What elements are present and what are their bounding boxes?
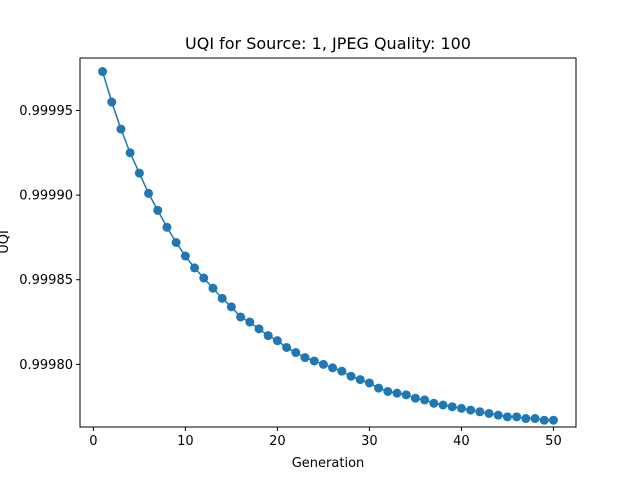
y-axis-label: UQI	[0, 230, 12, 254]
data-point	[475, 407, 485, 417]
x-axis: 0 10 20 30 40 50	[89, 427, 562, 449]
data-point	[144, 188, 154, 198]
data-point	[456, 403, 466, 413]
data-point	[107, 97, 117, 107]
x-tick-label: 40	[453, 434, 470, 449]
y-axis: 0.99980 0.99985 0.99990 0.99995	[19, 104, 80, 373]
y-tick-label: 0.99990	[19, 189, 73, 204]
data-point	[153, 205, 163, 215]
data-point	[364, 378, 374, 388]
data-point	[318, 359, 328, 369]
data-point	[512, 412, 522, 422]
data-point	[134, 168, 144, 178]
x-tick-label: 0	[89, 434, 97, 449]
data-point	[401, 390, 411, 400]
data-point	[521, 414, 531, 424]
data-point	[236, 312, 246, 322]
data-point	[493, 410, 503, 420]
data-point	[171, 238, 181, 247]
data-point	[502, 412, 512, 422]
data-point	[466, 405, 476, 415]
data-point	[162, 222, 172, 232]
data-point	[392, 388, 402, 398]
data-point	[328, 363, 338, 373]
data-point	[548, 415, 558, 425]
data-point	[383, 386, 393, 396]
data-point	[180, 251, 190, 261]
plot-area	[98, 67, 558, 425]
data-point	[300, 353, 310, 363]
data-point	[272, 336, 282, 346]
data-point	[337, 366, 347, 376]
x-tick-label: 10	[177, 434, 194, 449]
data-point	[410, 393, 420, 403]
x-tick-label: 50	[545, 434, 562, 449]
data-point	[291, 348, 301, 358]
y-tick-label: 0.99980	[19, 358, 73, 373]
data-point	[447, 402, 457, 412]
data-point	[346, 371, 356, 381]
y-tick-label: 0.99995	[19, 104, 73, 119]
data-point	[199, 273, 209, 283]
series-line-0	[101, 71, 554, 421]
data-point	[420, 395, 430, 405]
axes-frame	[79, 57, 577, 428]
data-point	[245, 317, 255, 327]
data-point	[429, 398, 439, 408]
data-point	[530, 414, 540, 424]
data-point	[374, 383, 384, 393]
data-point	[190, 263, 200, 273]
data-point	[98, 67, 108, 77]
data-point	[116, 124, 126, 134]
y-tick-label: 0.99985	[19, 273, 73, 288]
x-axis-label: Generation	[292, 456, 365, 471]
data-point	[217, 293, 227, 303]
data-point	[484, 408, 494, 418]
data-point	[125, 148, 135, 158]
data-point	[208, 283, 218, 293]
x-tick-label: 20	[269, 434, 286, 449]
data-point	[282, 342, 292, 352]
data-point	[254, 324, 264, 334]
data-point	[226, 302, 236, 312]
data-point	[309, 356, 319, 366]
data-point	[263, 331, 273, 341]
data-point	[539, 415, 549, 425]
data-point	[355, 375, 365, 385]
chart-title: UQI for Source: 1, JPEG Quality: 100	[185, 34, 471, 53]
data-point	[438, 400, 448, 410]
x-tick-label: 30	[361, 434, 378, 449]
